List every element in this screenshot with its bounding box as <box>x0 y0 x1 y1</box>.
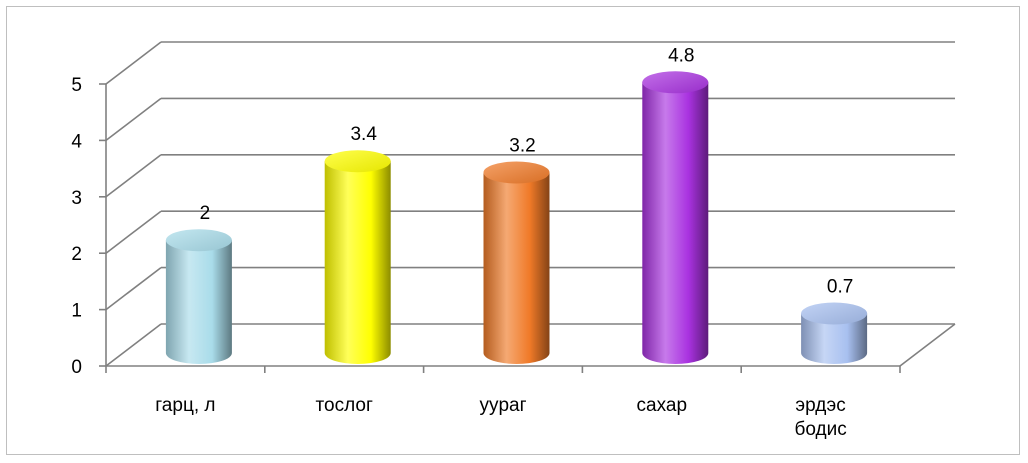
data-label: 3.4 <box>350 124 377 145</box>
y-tick-label: 1 <box>71 301 82 322</box>
bar <box>483 161 550 365</box>
bars <box>165 71 868 365</box>
bar-body <box>165 240 232 365</box>
data-label: 0.7 <box>827 277 853 298</box>
category-label: гарц, л <box>155 395 215 416</box>
bar-top <box>801 302 868 325</box>
y-tick-label: 2 <box>71 244 82 265</box>
bar <box>165 229 232 365</box>
floor-right-edge <box>899 323 956 367</box>
bar-top <box>165 229 232 252</box>
bar <box>642 71 709 365</box>
data-label: 2 <box>200 203 211 224</box>
data-labels: 2 3.4 3.2 4.8 0.7 <box>200 45 854 297</box>
category-label: сахар <box>637 395 688 416</box>
y-tick-label: 4 <box>71 131 82 152</box>
category-label: эрдэс бодис <box>794 395 846 440</box>
bar-top <box>483 161 550 184</box>
category-label: ууpaг <box>479 395 526 416</box>
data-label: 4.8 <box>668 45 694 66</box>
bar-body <box>642 82 709 365</box>
gridline-depth <box>105 41 162 85</box>
gridline-depth <box>105 97 162 142</box>
category-label: тослог <box>316 395 373 416</box>
y-tick-label: 3 <box>71 188 82 209</box>
bar-body <box>483 172 550 365</box>
gridline-depth <box>105 210 162 254</box>
axes <box>105 84 956 367</box>
bar <box>324 150 391 365</box>
gridline-depth <box>105 266 162 311</box>
category-labels: гарц, л тослог ууpaг сахар эрдэс бодис <box>155 395 846 440</box>
gridline-depth <box>105 323 162 367</box>
data-label: 3.2 <box>509 136 535 157</box>
y-tick-label: 0 <box>71 357 82 378</box>
bar <box>801 302 868 365</box>
bar-body <box>801 313 868 365</box>
bar-body <box>324 161 391 365</box>
y-tick-labels: 0 1 2 3 4 5 <box>71 75 901 378</box>
bar-top <box>324 150 391 173</box>
gridline-depth <box>105 154 162 198</box>
y-tick-label: 5 <box>71 75 82 96</box>
chart-frame <box>6 6 1020 455</box>
bar-top <box>642 71 709 94</box>
